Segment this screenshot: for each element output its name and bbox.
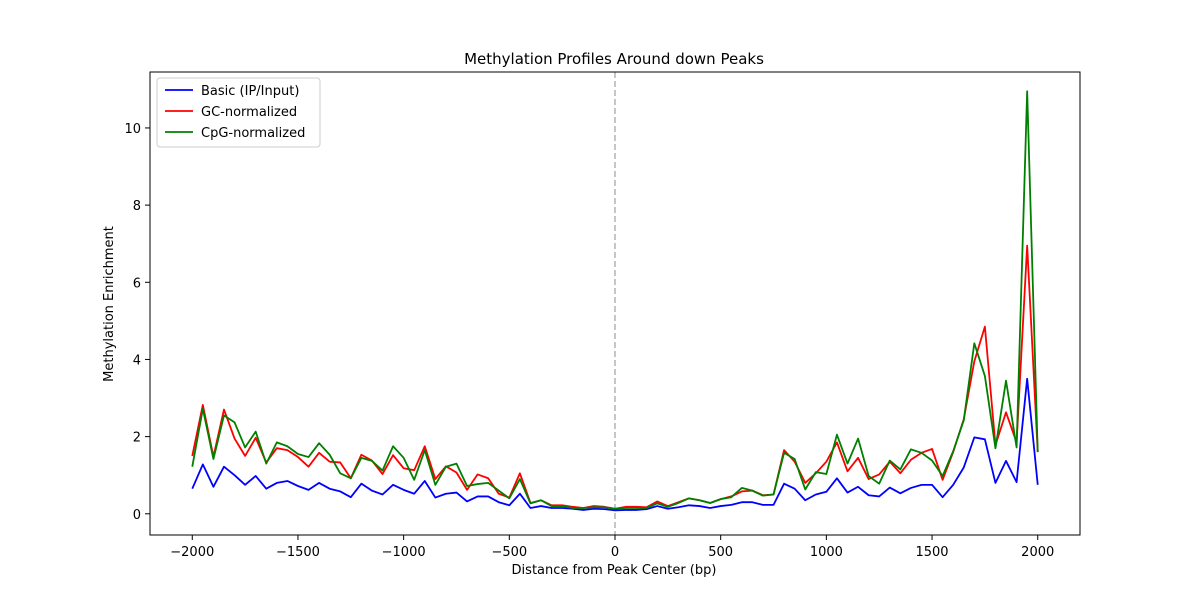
legend: Basic (IP/Input) GC-normalized CpG-normali… xyxy=(156,77,321,148)
legend-label-2: GC-normalized xyxy=(201,105,297,120)
y-tick-label: 6 xyxy=(133,276,141,291)
y-axis-title: Methylation Enrichment xyxy=(102,226,117,382)
x-tick-label: −1500 xyxy=(276,545,320,560)
x-tick-label: 1000 xyxy=(810,545,843,560)
x-tick-label: 500 xyxy=(708,545,733,560)
legend-label-1: Basic (IP/Input) xyxy=(201,84,299,99)
x-tick-label: 2000 xyxy=(1021,545,1054,560)
y-tick-label: 4 xyxy=(133,353,141,368)
series-line-3 xyxy=(191,90,1039,510)
x-tick-label: −2000 xyxy=(170,545,214,560)
x-tick-label: 1500 xyxy=(915,545,948,560)
y-tick-label: 2 xyxy=(133,431,141,446)
chart-title: Methylation Profiles Around down Peaks xyxy=(464,50,764,68)
x-axis-title: Distance from Peak Center (bp) xyxy=(512,563,717,578)
y-tick-label: 0 xyxy=(133,508,141,523)
legend-box xyxy=(156,77,321,148)
x-tick-label: −500 xyxy=(491,545,527,560)
y-tick-label: 8 xyxy=(133,199,141,214)
x-tick-label: 0 xyxy=(611,545,619,560)
y-tick-label: 10 xyxy=(124,122,141,137)
series-line-1 xyxy=(191,377,1039,512)
axes-ticks: −2000 −1500 −1000 −500 0 500 1000 1500 2000 0 2 4 6 8… xyxy=(124,122,1054,560)
x-tick-label: −1000 xyxy=(382,545,426,560)
legend-label-3: CpG-normalized xyxy=(201,126,305,141)
plot-area xyxy=(149,71,1081,536)
